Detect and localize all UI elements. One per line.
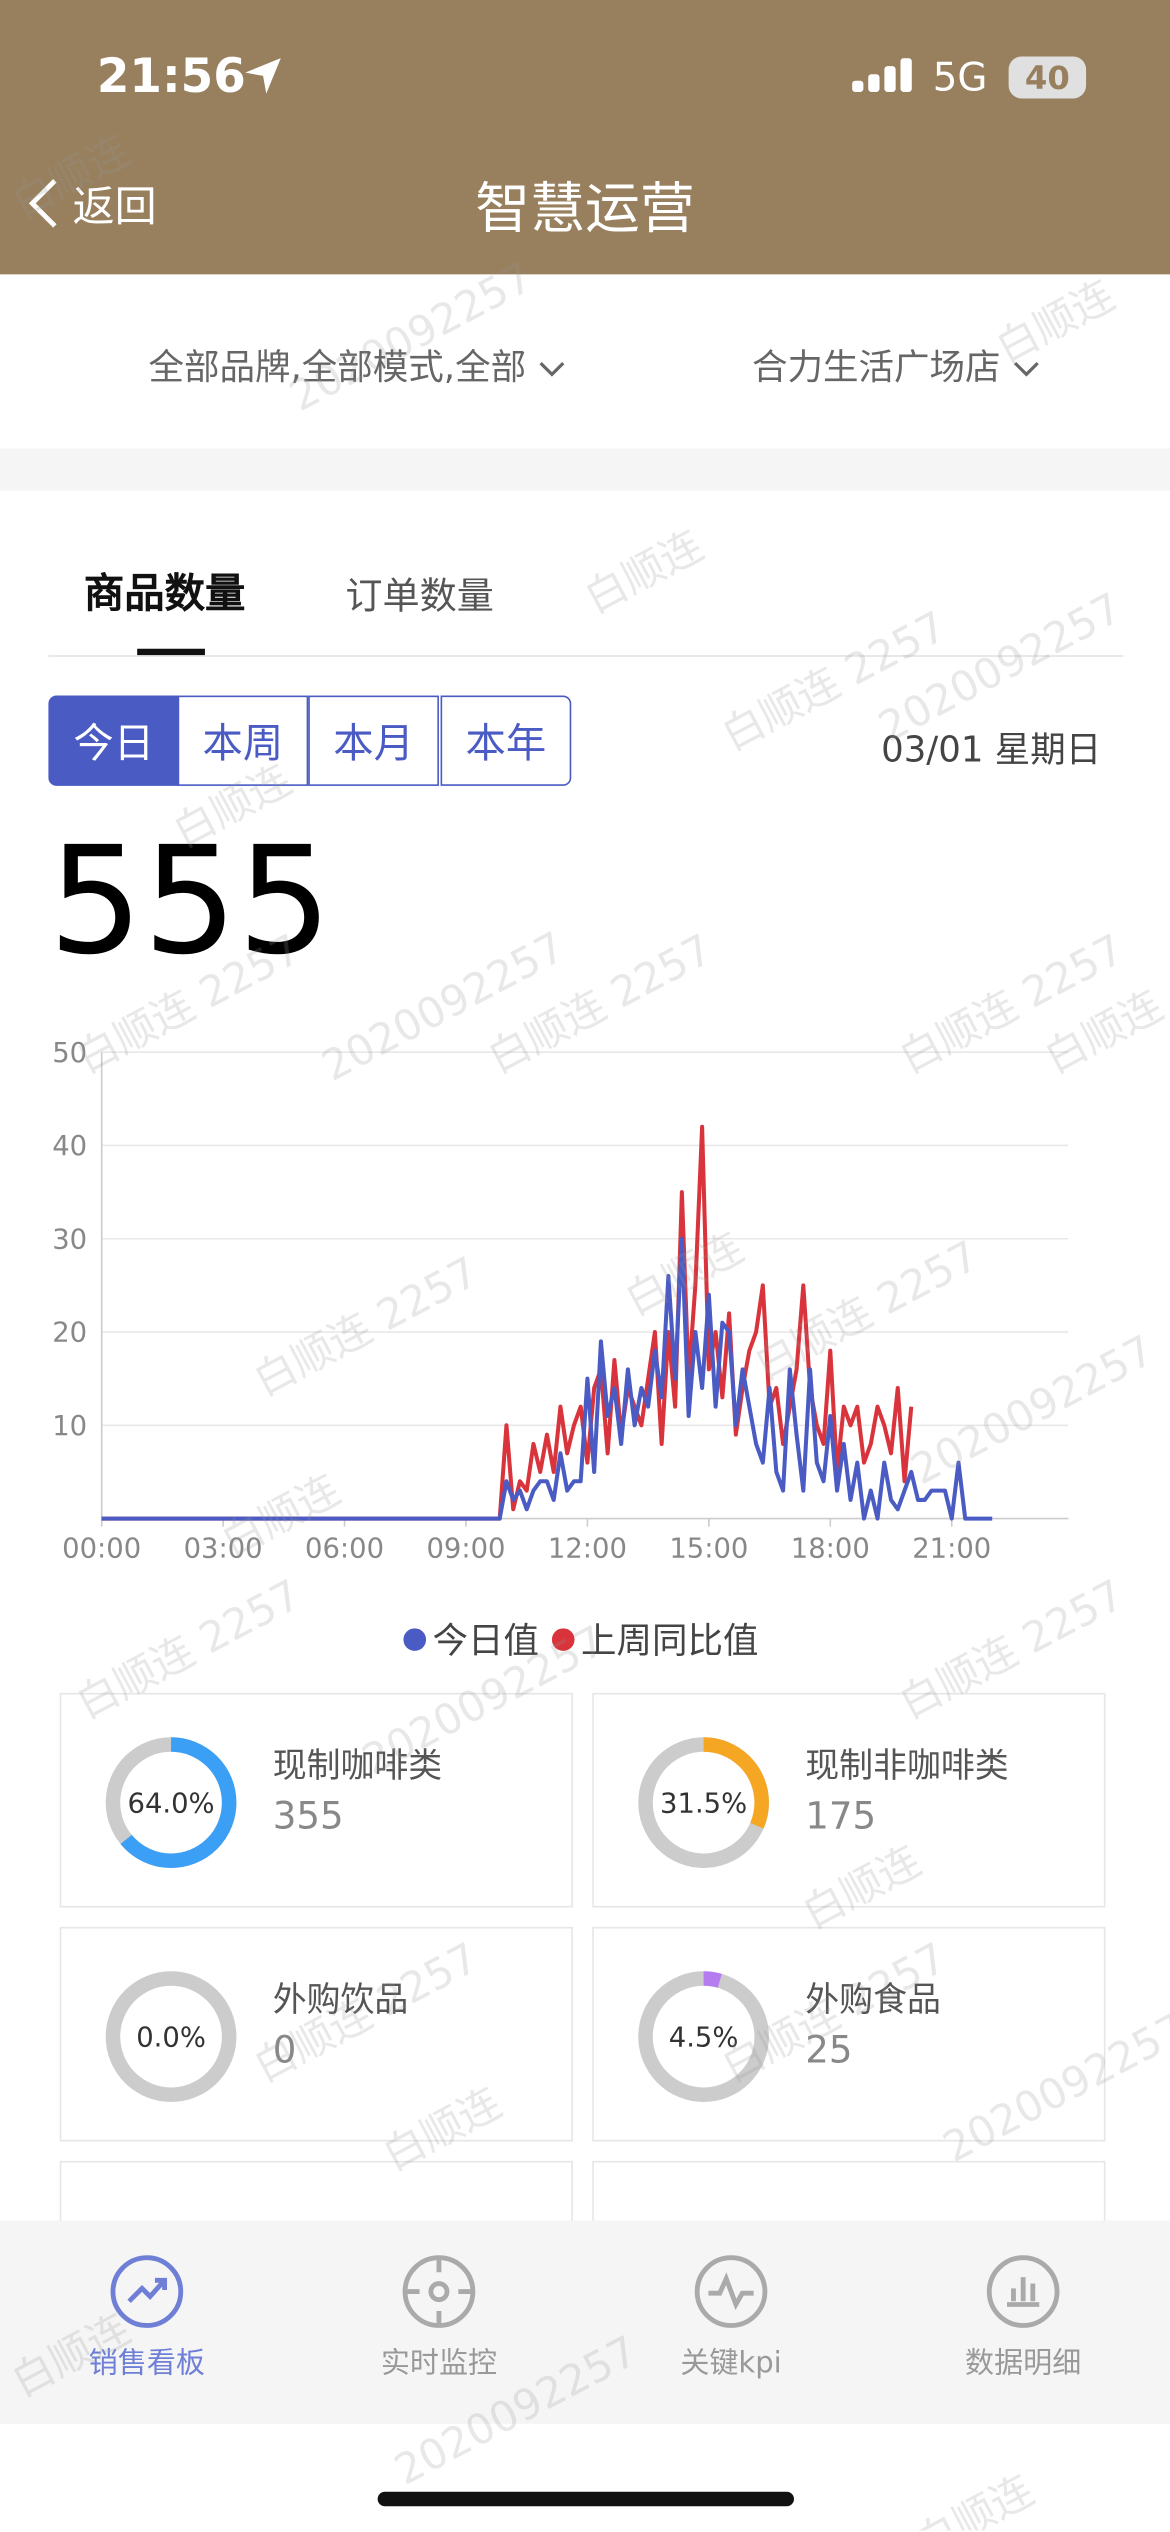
period[interactable]: 本年 xyxy=(440,695,572,786)
tab-icon[interactable] xyxy=(984,2253,1061,2330)
watermark: 白顺连 xyxy=(908,2466,1043,2531)
period[interactable]: 本周 xyxy=(177,695,309,786)
donut-label: 31.5% xyxy=(660,1788,747,1819)
nav-title: 智慧运营 xyxy=(475,177,695,243)
watermark: 白顺连 xyxy=(577,522,712,625)
donut-label: 64.0% xyxy=(128,1788,215,1819)
header: 21:56 5G 40 返回 智慧运营 xyxy=(0,0,1170,275)
series-line xyxy=(101,1236,993,1521)
battery: 40 xyxy=(1008,56,1087,99)
period-active[interactable]: 今日 xyxy=(48,695,180,786)
category-card: 0.0% 外购饮品 0 xyxy=(59,1926,573,2142)
donut: 4.5% xyxy=(638,1971,769,2102)
divider xyxy=(0,448,1170,491)
chevron xyxy=(1013,361,1039,377)
legend-label: 今日值 xyxy=(432,1621,539,1662)
y-tick-label: 40 xyxy=(52,1131,87,1162)
y-tick-label: 10 xyxy=(52,1411,87,1442)
y-tick-label: 50 xyxy=(52,1038,87,1069)
category-count: 0 xyxy=(272,2030,297,2073)
filter-text: 合力生活广场店 xyxy=(752,348,1001,389)
x-tick-label: 09:00 xyxy=(426,1533,505,1564)
category-name: 外购食品 xyxy=(805,1980,941,2019)
x-tick-label: 00:00 xyxy=(62,1533,141,1564)
location-icon xyxy=(245,58,281,94)
date: 03/01 星期日 xyxy=(881,731,1102,772)
tab[interactable]: 订单数量 xyxy=(345,576,494,619)
x-tick-label: 06:00 xyxy=(305,1533,384,1564)
back-icon[interactable] xyxy=(26,178,62,233)
chevron xyxy=(539,361,565,377)
category-count: 175 xyxy=(805,1796,877,1839)
category-card: 4.5% 外购食品 25 xyxy=(592,1926,1106,2142)
filter-text: 全部品牌,全部模式,全部 xyxy=(148,348,527,389)
status-time: 21:56 xyxy=(96,48,246,104)
donut-label: 4.5% xyxy=(669,2022,739,2053)
donut: 0.0% xyxy=(105,1971,237,2102)
y-tick-label: 30 xyxy=(52,1224,87,1255)
x-tick-label: 21:00 xyxy=(912,1533,991,1564)
x-tick-label: 18:00 xyxy=(791,1533,870,1564)
store-filter[interactable]: 合力生活广场店 xyxy=(752,339,1041,391)
tab-active[interactable]: 商品数量 xyxy=(83,569,246,617)
x-tick-label: 15:00 xyxy=(669,1533,748,1564)
home-indicator xyxy=(377,2491,794,2507)
tab-label-active[interactable]: 销售看板 xyxy=(88,2346,205,2381)
legend-label: 上周同比值 xyxy=(581,1621,759,1662)
series-line xyxy=(101,1124,914,1521)
period[interactable]: 本月 xyxy=(308,695,439,786)
network: 5G xyxy=(932,54,988,101)
category-name: 现制非咖啡类 xyxy=(805,1746,1009,1785)
category-count: 355 xyxy=(272,1796,344,1839)
legend-marker xyxy=(403,1628,427,1651)
tab-label[interactable]: 实时监控 xyxy=(380,2346,498,2381)
tab-icon[interactable] xyxy=(692,2253,769,2330)
tab-icon[interactable] xyxy=(108,2253,185,2330)
tab-bar xyxy=(0,2220,1170,2424)
tab-label[interactable]: 关键kpi xyxy=(680,2346,782,2381)
donut-label: 0.0% xyxy=(136,2022,206,2053)
back-button[interactable]: 返回 xyxy=(72,183,157,233)
category-card: 31.5% 现制非咖啡类 175 xyxy=(592,1692,1106,1908)
tab-underline xyxy=(137,648,205,656)
tab-divider xyxy=(48,655,1124,657)
category-name: 现制咖啡类 xyxy=(272,1746,443,1785)
y-tick-label: 20 xyxy=(52,1318,87,1349)
donut-track xyxy=(105,1971,237,2102)
tab-icon[interactable] xyxy=(400,2253,477,2330)
line-chart: 10 20 30 40 50 00:00 03:00 06:00 09:00 12:00 15:00… xyxy=(52,1038,1069,1662)
category-card: 64.0% 现制咖啡类 355 xyxy=(59,1692,573,1908)
x-tick-label: 03:00 xyxy=(184,1533,263,1564)
signal-icon xyxy=(852,58,912,92)
category-count: 25 xyxy=(805,2030,853,2073)
tab-label[interactable]: 数据明细 xyxy=(965,2346,1082,2381)
donut-track xyxy=(638,1971,769,2102)
legend-marker xyxy=(551,1628,575,1651)
donut: 31.5% xyxy=(638,1737,769,1868)
category-name: 外购饮品 xyxy=(272,1980,409,2019)
total-value: 555 xyxy=(48,814,332,988)
donut: 64.0% xyxy=(105,1737,237,1868)
x-tick-label: 12:00 xyxy=(548,1533,627,1564)
brand-filter[interactable]: 全部品牌,全部模式,全部 xyxy=(148,339,566,391)
